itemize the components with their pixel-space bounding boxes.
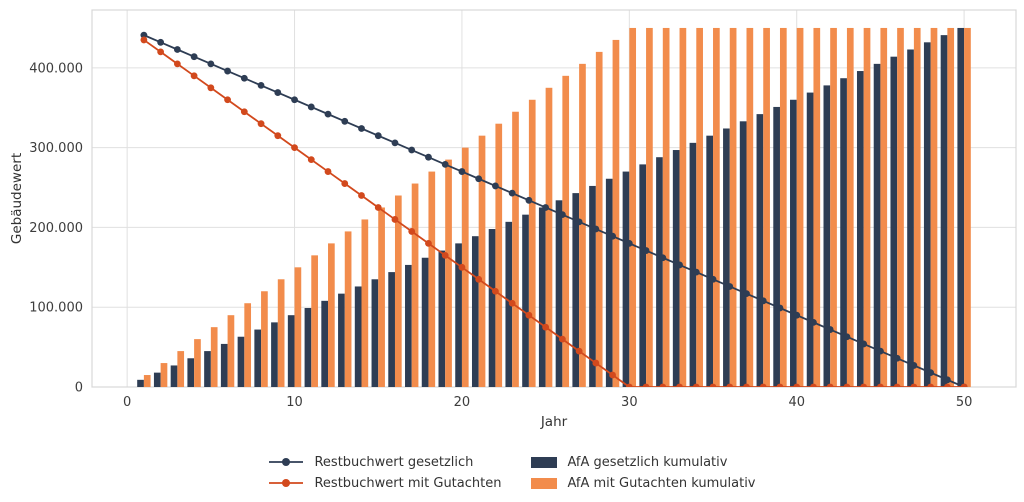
y-axis-label: Gebäudewert (9, 153, 25, 244)
svg-text:100.000: 100.000 (29, 301, 83, 316)
svg-text:200.000: 200.000 (29, 221, 83, 236)
line-marker-icon (269, 479, 304, 487)
svg-text:300.000: 300.000 (29, 141, 83, 156)
tick-labels: 0 100.000 200.000 300.000 400.000 0 10 20 30 40 50 (29, 61, 972, 410)
svg-text:50: 50 (956, 395, 973, 410)
x-axis-label: Jahr (540, 414, 568, 430)
legend-column-bars: AfA gesetzlich kumulativ AfA mit Gutacht… (531, 453, 756, 492)
line-series-1 (140, 36, 968, 387)
svg-text:20: 20 (454, 395, 471, 410)
legend-label: Restbuchwert mit Gutachten (314, 475, 502, 491)
line-series-0 (140, 31, 968, 387)
svg-text:0: 0 (75, 381, 83, 396)
legend-item-restbuchwert-gesetzlich: Restbuchwert gesetzlich (268, 453, 501, 471)
svg-text:0: 0 (123, 395, 131, 410)
bar-series-1 (143, 27, 971, 387)
plot-border (91, 9, 1017, 388)
bar-series-0 (137, 27, 965, 387)
legend-item-afa-gesetzlich: AfA gesetzlich kumulativ (531, 453, 755, 471)
legend-column-lines: Restbuchwert gesetzlich Restbuchwert mit… (268, 453, 501, 492)
svg-text:10: 10 (286, 395, 303, 410)
bar-swatch-icon (531, 456, 558, 468)
legend-label: Restbuchwert gesetzlich (314, 454, 474, 470)
legend-label: AfA mit Gutachten kumulativ (567, 475, 756, 491)
line-marker-icon (269, 458, 304, 466)
bar-swatch-icon (531, 477, 558, 489)
chart-plot: 0 100.000 200.000 300.000 400.000 0 10 20 30 40 50… (9, 9, 1017, 430)
legend: Restbuchwert gesetzlich Restbuchwert mit… (0, 453, 1024, 492)
svg-text:30: 30 (621, 395, 638, 410)
svg-text:400.000: 400.000 (29, 61, 83, 76)
legend-item-afa-gutachten: AfA mit Gutachten kumulativ (531, 474, 756, 492)
svg-text:40: 40 (788, 395, 805, 410)
legend-label: AfA gesetzlich kumulativ (567, 454, 728, 470)
legend-item-restbuchwert-gutachten: Restbuchwert mit Gutachten (268, 474, 501, 492)
